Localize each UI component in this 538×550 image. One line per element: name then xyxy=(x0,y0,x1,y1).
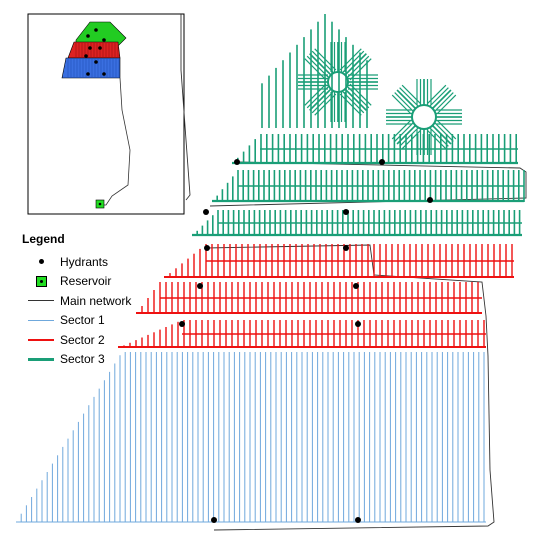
hydrant-point xyxy=(355,321,361,327)
main-network-pipe xyxy=(213,355,495,531)
hydrant-point xyxy=(343,245,349,251)
inset-hydrant-point xyxy=(86,34,90,38)
hydrant-point xyxy=(234,159,240,165)
sector-3-radial-spoke xyxy=(314,48,337,71)
legend-item-sector-2: Sector 2 xyxy=(22,330,142,350)
hydrant-point xyxy=(353,283,359,289)
sector-3-radial-spoke xyxy=(427,129,447,150)
hydrant-dot-icon xyxy=(38,259,44,265)
legend-title: Legend xyxy=(22,232,65,246)
sector-3-radial-spoke xyxy=(436,120,457,140)
inset-hydrant-point xyxy=(86,72,90,76)
legend-item-reservoir: Reservoir xyxy=(22,272,142,292)
sector-3-radial-spoke xyxy=(349,58,372,81)
sector-3-radial-spoke xyxy=(391,94,412,114)
inset-hydrant-point xyxy=(102,72,106,76)
sector-3-radial-spoke xyxy=(391,120,412,140)
sector-3-radial-spoke xyxy=(434,92,454,112)
main-network-line-icon xyxy=(28,300,54,302)
hydrant-point xyxy=(204,245,210,251)
main-network-pipe xyxy=(205,244,489,357)
hydrant-point xyxy=(211,517,217,523)
sector-3-radial-spoke xyxy=(401,129,421,150)
sector-3-radial-spoke xyxy=(314,93,337,116)
sector-2-laterals xyxy=(118,244,514,348)
legend-item-hydrants: Hydrants xyxy=(22,252,142,272)
sector-3-radial-spoke xyxy=(396,89,416,109)
sector-3-laterals xyxy=(192,14,525,237)
reservoir-square-icon xyxy=(35,275,47,287)
sector-3-radial-spoke xyxy=(339,93,362,116)
sector-3-radial-spoke xyxy=(436,94,457,114)
sector-3-radial-spoke xyxy=(306,55,329,78)
legend-item-main-network: Main network xyxy=(22,291,142,311)
hydrant-point xyxy=(197,283,203,289)
sector-3-radial-spoke xyxy=(309,53,332,76)
sector-3-radial-spoke xyxy=(344,88,367,111)
sector-2-line-icon xyxy=(28,338,54,341)
main-network-pipe xyxy=(180,14,191,201)
sector-3-radial-spoke xyxy=(394,122,414,142)
sector-3-radial-spoke xyxy=(304,83,327,106)
sector-3-radial-spoke xyxy=(401,84,421,105)
sector-3-radial-spoke xyxy=(432,125,452,145)
sector-1-laterals xyxy=(16,352,486,523)
inset-hydrant-point xyxy=(94,28,98,32)
sector-3-radial-spoke xyxy=(434,122,454,142)
sector-3-radial-hub xyxy=(327,71,349,93)
sector-3-radial-spoke xyxy=(311,50,334,73)
legend: Legend Hydrants Reservoir Main network S… xyxy=(22,232,142,369)
sector-3-radial-spoke xyxy=(429,127,449,147)
sector-3-radial-spoke xyxy=(399,127,419,147)
sector-3-radial-spoke xyxy=(432,89,452,109)
sector-3-radial-spoke xyxy=(304,58,327,81)
sector-3-radial-spoke xyxy=(306,86,329,109)
sector-3-radial-spoke xyxy=(347,55,370,78)
inset-overview-map xyxy=(27,13,185,215)
hydrant-point xyxy=(379,159,385,165)
hydrant-point xyxy=(203,209,209,215)
sector-3-line-icon xyxy=(28,357,54,361)
legend-item-sector-3: Sector 3 xyxy=(22,350,142,370)
sector-3-radial-spoke xyxy=(399,87,419,107)
sector-3-radial-hub xyxy=(411,104,437,130)
sector-3-radial-spoke xyxy=(396,125,416,145)
sector-3-radial-spoke xyxy=(342,50,365,73)
hydrant-point xyxy=(343,209,349,215)
sector-3-radial-spoke xyxy=(311,91,334,114)
hydrants xyxy=(179,159,433,523)
sector-3-radial-spoke xyxy=(429,87,449,107)
inset-hydrant-point xyxy=(98,46,102,50)
sector-3-radial-spoke xyxy=(347,86,370,109)
hydrant-point xyxy=(427,197,433,203)
inset-hydrant-point xyxy=(94,60,98,64)
sector-1-line-icon xyxy=(28,319,54,321)
inset-hydrant-point xyxy=(88,46,92,50)
sector-3-radial-spoke xyxy=(394,92,414,112)
legend-item-sector-1: Sector 1 xyxy=(22,311,142,331)
sector-3-radial-spoke xyxy=(427,84,447,105)
sector-3-radial-spoke xyxy=(339,48,362,71)
sector-3-radial-spoke xyxy=(309,88,332,111)
sector-3-radial-spoke xyxy=(342,91,365,114)
inset-outline xyxy=(100,77,131,206)
sector-3-radial-spoke xyxy=(349,83,372,106)
sector-3-radial-spoke xyxy=(344,53,367,76)
inset-hydrant-point xyxy=(102,38,106,42)
hydrant-point xyxy=(355,517,361,523)
inset-hydrant-point xyxy=(84,54,88,58)
hydrant-point xyxy=(179,321,185,327)
